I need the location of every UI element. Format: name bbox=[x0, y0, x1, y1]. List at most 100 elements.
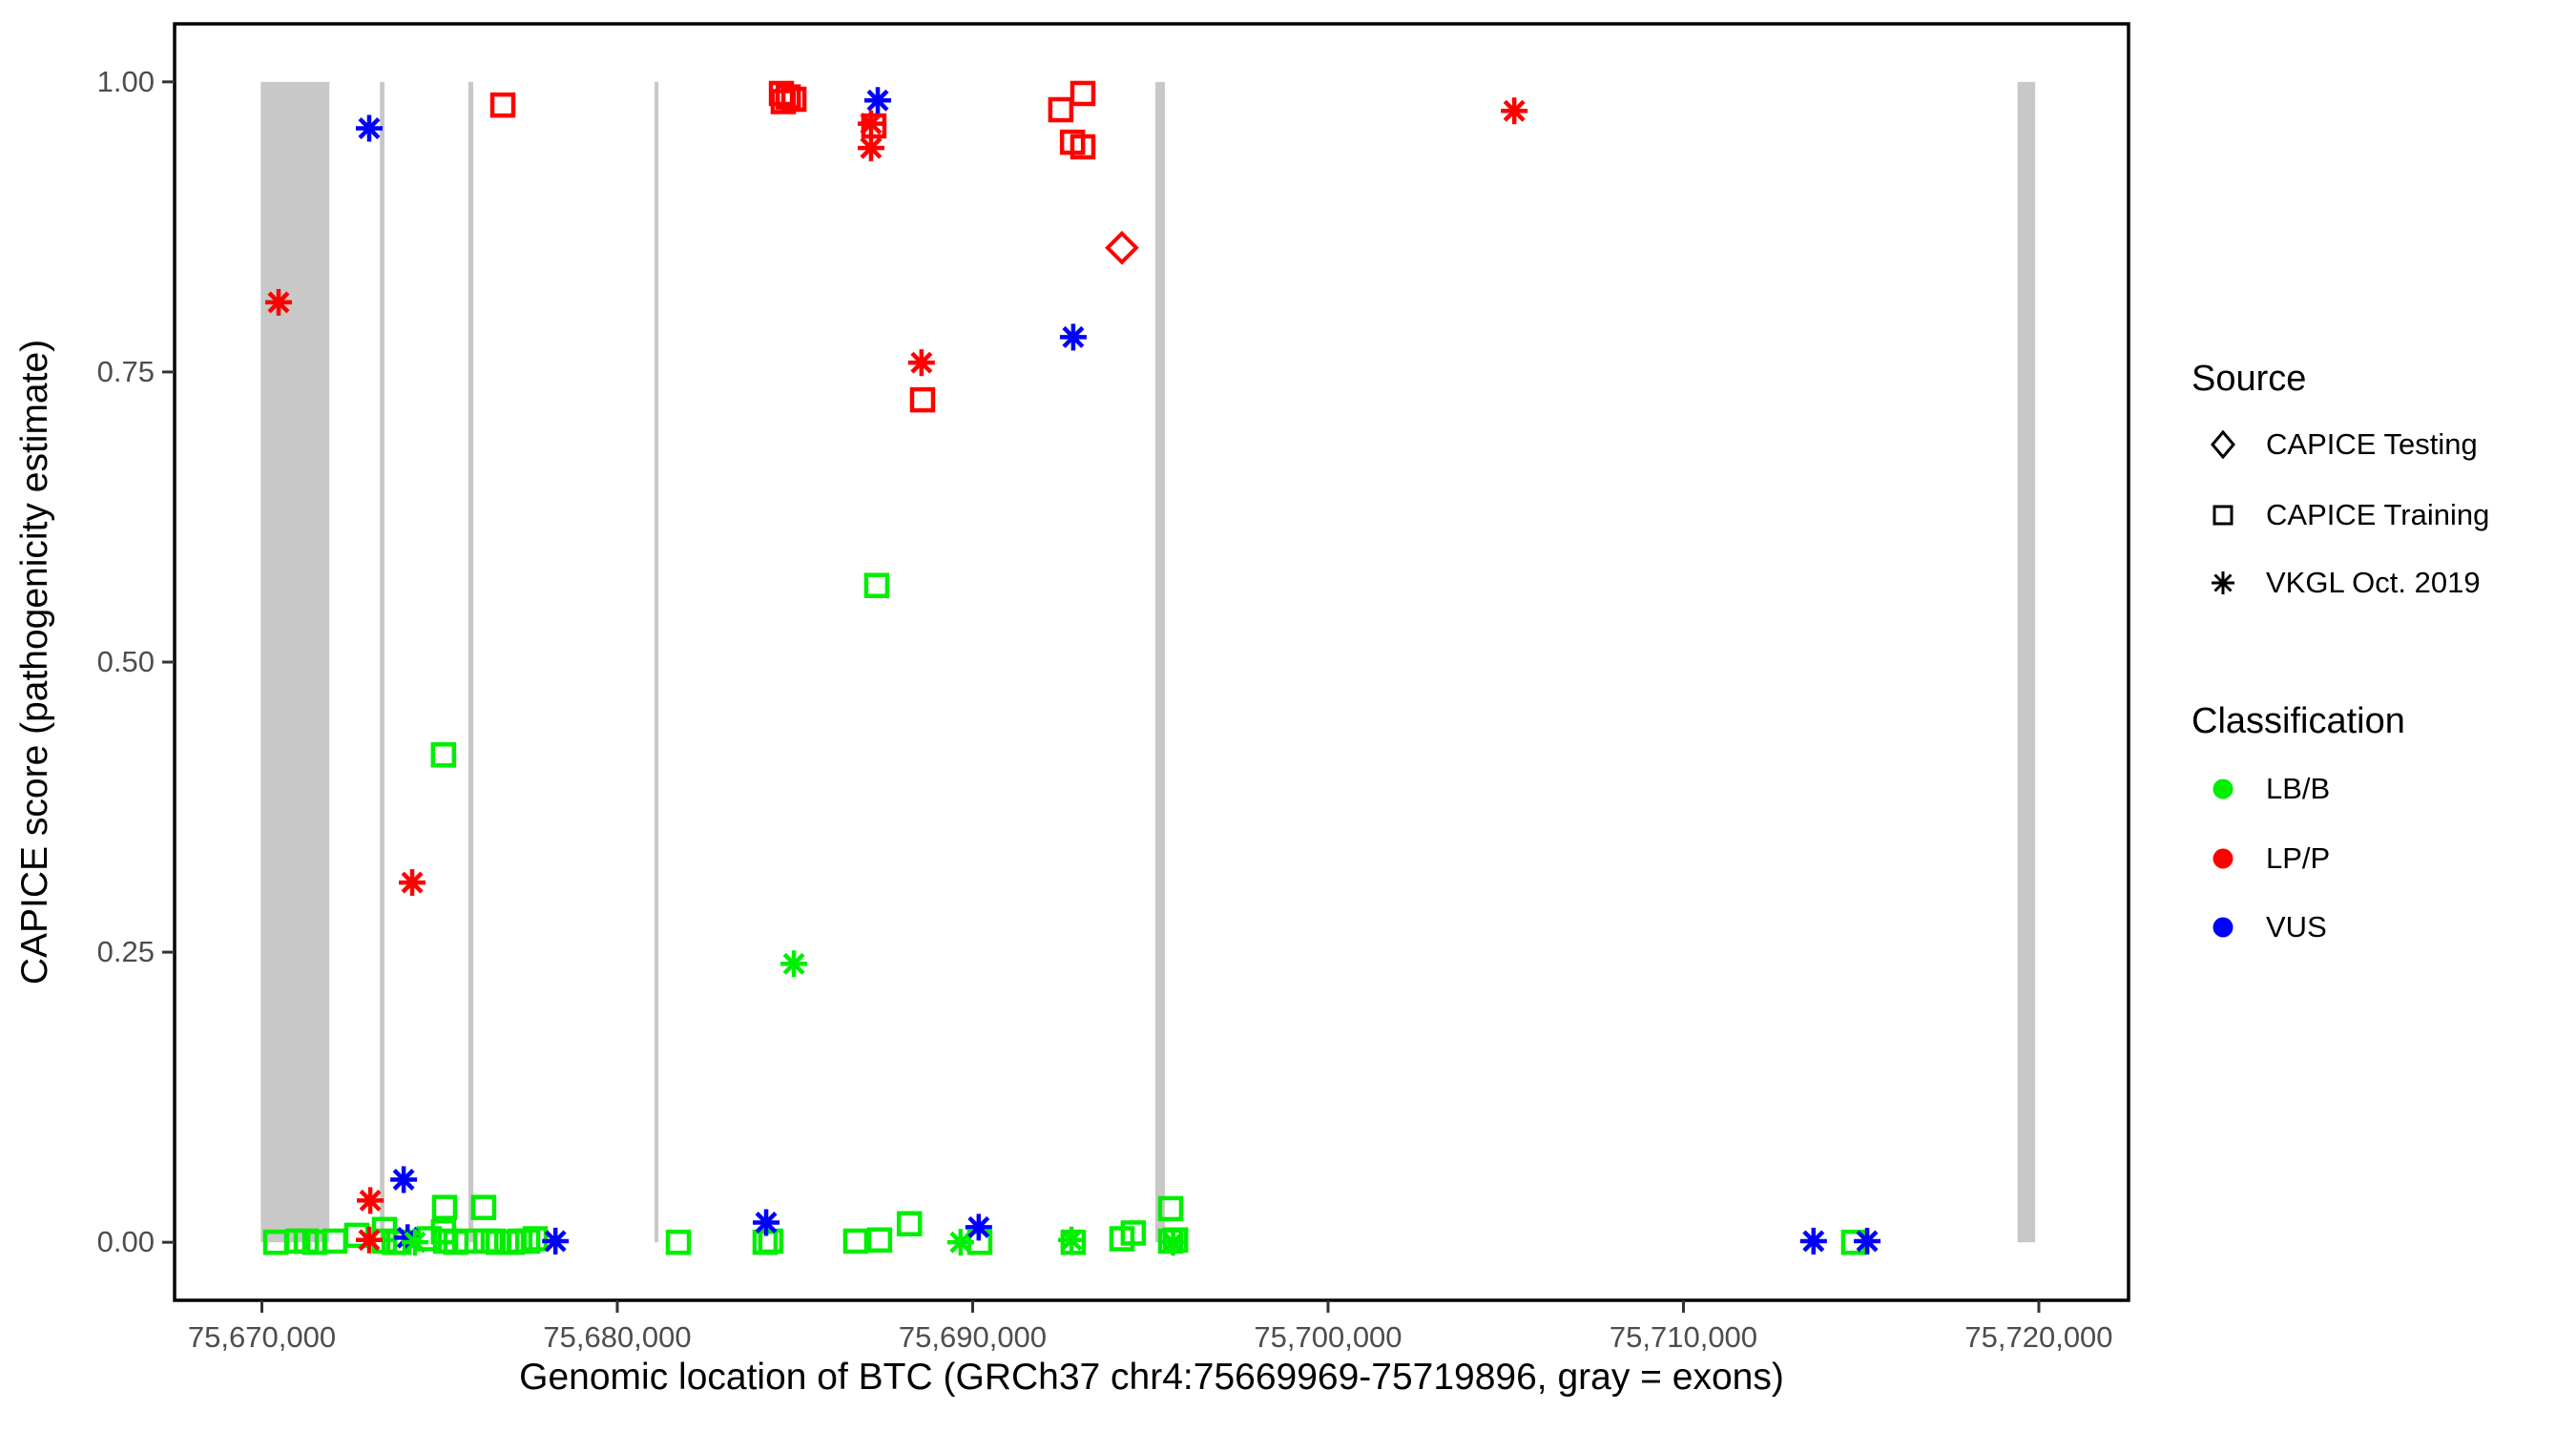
asterisk-arm bbox=[544, 1230, 567, 1253]
point-square-training bbox=[780, 86, 807, 113]
asterisk-arm bbox=[404, 1231, 426, 1254]
legend-item-label: VUS bbox=[2266, 910, 2327, 944]
asterisk-arm bbox=[1503, 99, 1526, 122]
asterisk-arm bbox=[949, 1231, 972, 1254]
point-asterisk-vkgl bbox=[965, 1213, 992, 1241]
point-asterisk-vkgl bbox=[399, 869, 426, 897]
panel-border bbox=[173, 22, 2130, 1302]
point-asterisk-vkgl bbox=[264, 288, 292, 316]
point-asterisk-vkgl bbox=[1799, 1227, 1827, 1255]
asterisk-arm bbox=[1060, 1229, 1083, 1252]
exon-bar bbox=[380, 81, 384, 1243]
point-asterisk-vkgl bbox=[355, 1226, 383, 1254]
x-tick-label: 75,680,000 bbox=[543, 1320, 692, 1354]
point-square-training bbox=[1120, 1220, 1147, 1246]
asterisk-arm bbox=[1062, 325, 1085, 348]
point-asterisk-vkgl bbox=[1501, 97, 1528, 125]
point-square-training bbox=[861, 113, 887, 139]
point-asterisk-vkgl bbox=[1854, 1227, 1881, 1255]
legend-item-label: CAPICE Training bbox=[2266, 498, 2490, 531]
point-square-training bbox=[863, 572, 890, 598]
point-square-training bbox=[1070, 134, 1096, 160]
y-tick-label: 0.25 bbox=[96, 935, 155, 969]
point-square-training bbox=[489, 92, 516, 118]
legend-item-label: LB/B bbox=[2266, 772, 2331, 805]
asterisk-arm bbox=[1856, 1230, 1879, 1253]
legend-item-vkgl: VKGL Oct. 2019 bbox=[2202, 564, 2481, 602]
exon-bar bbox=[467, 81, 474, 1243]
point-asterisk-vkgl bbox=[357, 1187, 384, 1214]
asterisk-icon bbox=[2212, 571, 2234, 594]
y-tick-label: 0.75 bbox=[96, 354, 155, 388]
x-tick-label: 75,690,000 bbox=[898, 1320, 1048, 1354]
x-tick-label: 75,670,000 bbox=[187, 1320, 337, 1354]
point-asterisk-vkgl bbox=[753, 1209, 780, 1236]
asterisk-arm bbox=[910, 351, 933, 374]
exon-bar bbox=[260, 81, 330, 1243]
point-square-training bbox=[665, 1229, 692, 1255]
dot-icon bbox=[2212, 848, 2233, 869]
asterisk-arm bbox=[1162, 1231, 1185, 1254]
exon-bar bbox=[2017, 81, 2036, 1243]
legend-item-capice-testing: CAPICE Testing bbox=[2202, 425, 2478, 464]
point-square-training bbox=[1157, 1195, 1184, 1222]
point-square-training bbox=[758, 1228, 784, 1255]
point-square-training bbox=[866, 1227, 893, 1253]
asterisk-arm bbox=[358, 116, 381, 139]
point-square-training bbox=[775, 84, 801, 110]
y-tick-label: 0.50 bbox=[96, 645, 155, 678]
point-diamond-testing bbox=[1105, 230, 1139, 265]
x-tick-label: 75,700,000 bbox=[1254, 1320, 1402, 1354]
point-asterisk-vkgl bbox=[390, 1166, 418, 1193]
legend-item-lpp: LP/P bbox=[2202, 840, 2330, 878]
asterisk-arm bbox=[1802, 1230, 1825, 1253]
asterisk-arm bbox=[782, 952, 805, 975]
point-square-training bbox=[1070, 80, 1096, 107]
point-asterisk-vkgl bbox=[402, 1229, 429, 1256]
point-square-training bbox=[1048, 96, 1074, 123]
point-asterisk-vkgl bbox=[1058, 1226, 1086, 1254]
legend-item-capice-training: CAPICE Training bbox=[2202, 496, 2489, 534]
x-axis-title: Genomic location of BTC (GRCh37 chr4:756… bbox=[519, 1357, 1784, 1398]
point-square-training bbox=[909, 386, 936, 413]
point-asterisk-vkgl bbox=[780, 950, 808, 978]
dot-icon bbox=[2212, 917, 2233, 938]
legend-item-vus: VUS bbox=[2202, 908, 2327, 946]
point-asterisk-vkgl bbox=[355, 114, 383, 142]
point-asterisk-vkgl bbox=[857, 135, 884, 162]
point-square-training bbox=[470, 1194, 497, 1220]
point-asterisk-vkgl bbox=[946, 1229, 974, 1256]
asterisk-arm bbox=[358, 1229, 381, 1252]
x-tick-label: 75,720,000 bbox=[1964, 1320, 2113, 1354]
asterisk-arm bbox=[401, 871, 424, 894]
asterisk-arm bbox=[267, 291, 290, 314]
y-tick-label: 1.00 bbox=[96, 64, 155, 98]
point-square-training bbox=[842, 1228, 869, 1255]
asterisk-arm bbox=[866, 89, 889, 112]
exon-bar bbox=[1154, 81, 1166, 1243]
asterisk-arm bbox=[860, 113, 883, 135]
exon-bar bbox=[654, 81, 659, 1243]
legend-item-label: VKGL Oct. 2019 bbox=[2266, 566, 2481, 599]
asterisk-arm bbox=[967, 1215, 990, 1238]
asterisk-arm bbox=[392, 1169, 415, 1191]
asterisk-arm bbox=[359, 1189, 382, 1212]
asterisk-arm bbox=[860, 136, 883, 159]
point-square-training bbox=[1162, 1227, 1189, 1253]
point-asterisk-vkgl bbox=[1159, 1229, 1187, 1256]
x-tick-label: 75,710,000 bbox=[1609, 1320, 1758, 1354]
point-asterisk-vkgl bbox=[907, 349, 935, 377]
legend-item-label: LP/P bbox=[2266, 841, 2331, 875]
legend-item-label: CAPICE Testing bbox=[2266, 427, 2478, 461]
dot-icon bbox=[2212, 778, 2233, 799]
point-asterisk-vkgl bbox=[1059, 323, 1087, 351]
legend-item-lbb: LB/B bbox=[2202, 770, 2330, 808]
legend-source-title: Source bbox=[2192, 359, 2307, 399]
point-square-training bbox=[514, 1228, 541, 1255]
point-square-training bbox=[896, 1211, 923, 1236]
square-icon bbox=[2212, 505, 2233, 526]
diamond-icon bbox=[2211, 429, 2235, 460]
point-asterisk-vkgl bbox=[857, 110, 884, 137]
